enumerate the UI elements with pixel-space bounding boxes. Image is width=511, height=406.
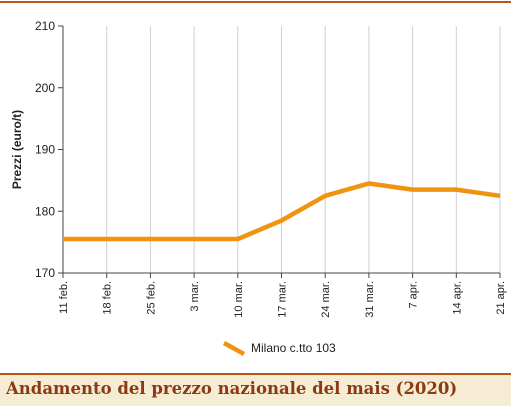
- x-tick-label: 17 mar.: [277, 281, 289, 318]
- y-tick-label: 190: [35, 143, 55, 157]
- x-tick-label: 24 mar.: [320, 281, 332, 318]
- y-tick-label: 200: [35, 81, 55, 95]
- x-tick-label: 3 mar.: [189, 281, 201, 312]
- x-tick-label: 21 apr.: [495, 281, 507, 315]
- y-axis-label: Prezzi (euro/t): [10, 110, 24, 189]
- legend-label: Milano c.tto 103: [251, 341, 336, 355]
- y-tick-label: 170: [35, 266, 55, 280]
- caption-rule: [0, 373, 511, 375]
- x-tick-label: 31 mar.: [364, 281, 376, 318]
- y-tick-label: 210: [35, 19, 55, 33]
- y-tick-label: 180: [35, 204, 55, 218]
- chart-caption: Andamento del prezzo nazionale del mais …: [6, 379, 458, 398]
- x-tick-label: 14 apr.: [451, 281, 463, 315]
- caption-bar: [0, 373, 511, 406]
- price-line-chart: Prezzi (euro/t) 170 180 190 200 210 11 feb. 1…: [10, 19, 507, 356]
- x-tick-label: 25 feb.: [145, 281, 157, 315]
- legend-swatch: [222, 341, 246, 356]
- x-tick-label: 11 feb.: [58, 281, 70, 314]
- x-tick-label: 18 feb.: [102, 281, 114, 315]
- x-tick-label: 10 mar.: [233, 281, 245, 318]
- series-line: [63, 181, 501, 242]
- top-rule: [0, 1, 511, 3]
- x-tick-label: 7 apr.: [408, 281, 420, 309]
